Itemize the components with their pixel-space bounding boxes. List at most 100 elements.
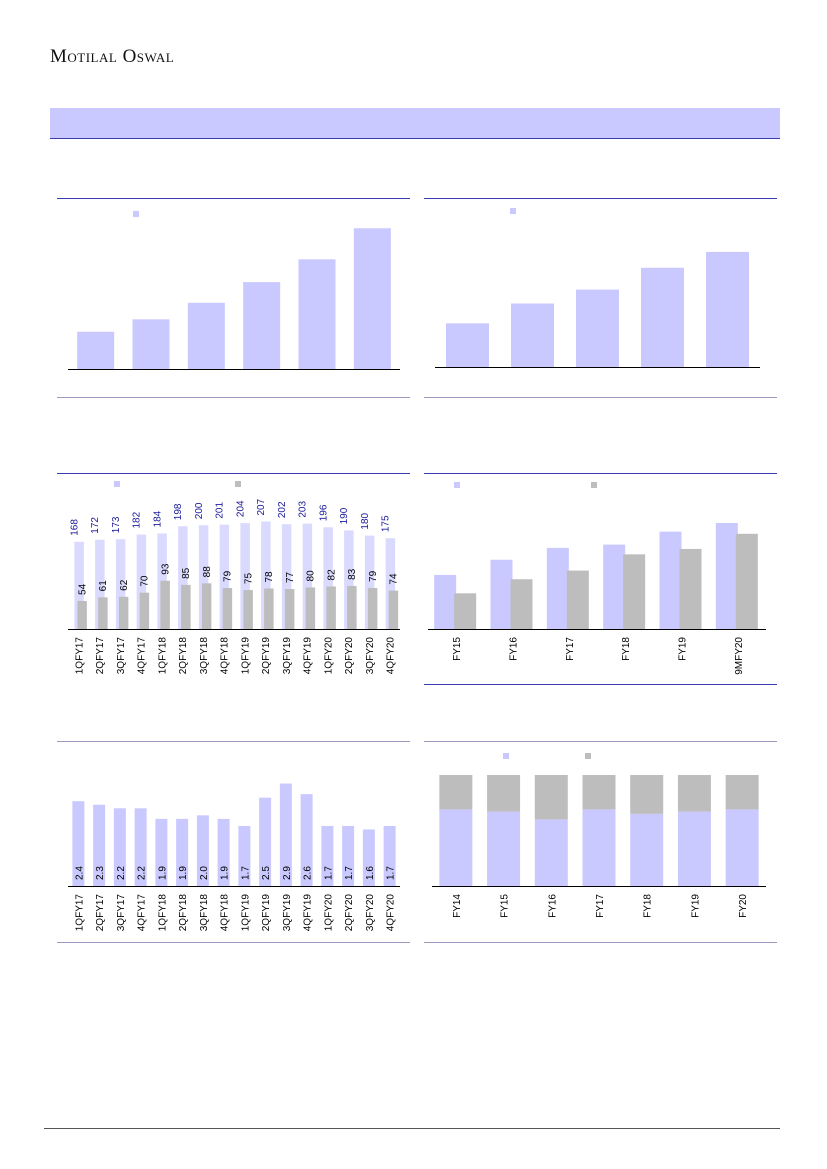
x-tick-label: FY17: [595, 894, 606, 918]
data-label: 196: [318, 504, 329, 521]
x-tick-label: 4QFY17: [137, 637, 148, 675]
bar: [198, 525, 209, 629]
x-tick-label: FY18: [643, 894, 654, 918]
bar: [446, 323, 489, 367]
data-label: 2.9: [282, 866, 293, 880]
data-label: 1.7: [240, 866, 251, 880]
data-label: 190: [339, 507, 350, 524]
bar: [222, 587, 233, 629]
x-tick-label: 4QFY19: [303, 894, 314, 932]
x-tick-label: 1QFY17: [74, 894, 85, 932]
bar: [434, 574, 457, 629]
bar: [487, 775, 521, 812]
data-label: 2.0: [199, 866, 210, 880]
bar: [201, 583, 212, 629]
legend-swatch: [585, 753, 591, 759]
data-label: 2.4: [74, 866, 85, 880]
data-label: 200: [194, 502, 205, 519]
panel-bottom-rule: [57, 942, 410, 943]
bar: [679, 548, 702, 629]
bar: [534, 775, 568, 820]
bar: [160, 580, 170, 629]
bar: [511, 303, 554, 367]
panel-top-rule: [424, 198, 777, 199]
legend-swatch: [235, 481, 241, 487]
x-tick-label: 1QFY18: [157, 894, 168, 932]
panel-bottom-rule: [424, 942, 777, 943]
bar: [534, 819, 568, 886]
bar: [715, 522, 738, 629]
bar: [243, 282, 281, 369]
x-tick-label: FY16: [547, 894, 558, 918]
data-label: 88: [202, 566, 213, 578]
data-label: 2.2: [116, 866, 127, 880]
x-tick-label: 3QFY19: [282, 894, 293, 932]
bar: [281, 524, 292, 629]
bar: [576, 289, 619, 367]
bar: [706, 251, 749, 367]
bar: [136, 534, 147, 629]
x-tick-label: 2QFY18: [178, 894, 189, 932]
x-tick-label: FY19: [678, 637, 689, 661]
bar: [367, 587, 378, 629]
data-label: 75: [243, 573, 254, 585]
bar: [725, 775, 759, 810]
data-label: 207: [256, 498, 267, 515]
data-label: 175: [381, 515, 392, 532]
data-label: 1.9: [220, 866, 231, 880]
bar: [259, 797, 272, 886]
x-tick-label: 3QFY19: [282, 637, 293, 675]
data-label: 85: [181, 567, 192, 579]
data-label: 62: [119, 579, 130, 591]
legend-swatch: [510, 208, 516, 214]
footer-rule: [44, 1128, 780, 1129]
data-label: 2.3: [95, 866, 106, 880]
bar: [279, 783, 292, 886]
x-tick-label: 4QFY19: [303, 637, 314, 675]
data-label: 74: [389, 573, 400, 585]
bar: [187, 302, 225, 369]
bar: [630, 775, 664, 814]
bar: [490, 559, 513, 629]
panel-bottom-rule: [424, 684, 777, 685]
bar: [603, 544, 626, 629]
bar: [238, 825, 251, 886]
bar: [487, 811, 521, 886]
panel-top-rule: [57, 741, 410, 742]
bar: [659, 531, 682, 629]
panel-top-rule: [424, 473, 777, 474]
bar: [623, 554, 646, 629]
data-label: 82: [326, 569, 337, 581]
data-label: 1.6: [365, 866, 376, 880]
data-label: 1.9: [157, 866, 168, 880]
x-tick-label: 3QFY18: [199, 894, 210, 932]
data-label: 184: [152, 510, 163, 527]
bar: [302, 523, 313, 629]
x-tick-label: 1QFY19: [240, 894, 251, 932]
data-label: 204: [235, 500, 246, 517]
bar: [383, 825, 396, 886]
bar: [546, 547, 569, 629]
panel-top-rule: [57, 198, 410, 199]
bar: [364, 535, 375, 629]
bar: [582, 809, 616, 886]
data-label: 198: [173, 503, 184, 520]
x-tick-label: 2QFY17: [95, 637, 106, 675]
bar: [155, 818, 168, 886]
x-tick-label: FY18: [621, 637, 632, 661]
panel-bottom-rule: [424, 397, 777, 398]
bar: [323, 527, 333, 629]
bar: [217, 818, 230, 886]
bar: [134, 808, 147, 886]
x-tick-label: 4QFY18: [220, 894, 231, 932]
data-label: 1.7: [323, 866, 334, 880]
bar: [72, 801, 85, 886]
data-label: 1.7: [386, 866, 397, 880]
bar: [353, 228, 391, 369]
x-tick-label: 9MFY20: [734, 637, 745, 675]
data-label: 168: [69, 519, 80, 536]
x-tick-label: 4QFY17: [137, 894, 148, 932]
x-tick-label: 1QFY20: [323, 894, 334, 932]
data-label: 2.2: [137, 866, 148, 880]
data-label: 173: [111, 516, 122, 533]
